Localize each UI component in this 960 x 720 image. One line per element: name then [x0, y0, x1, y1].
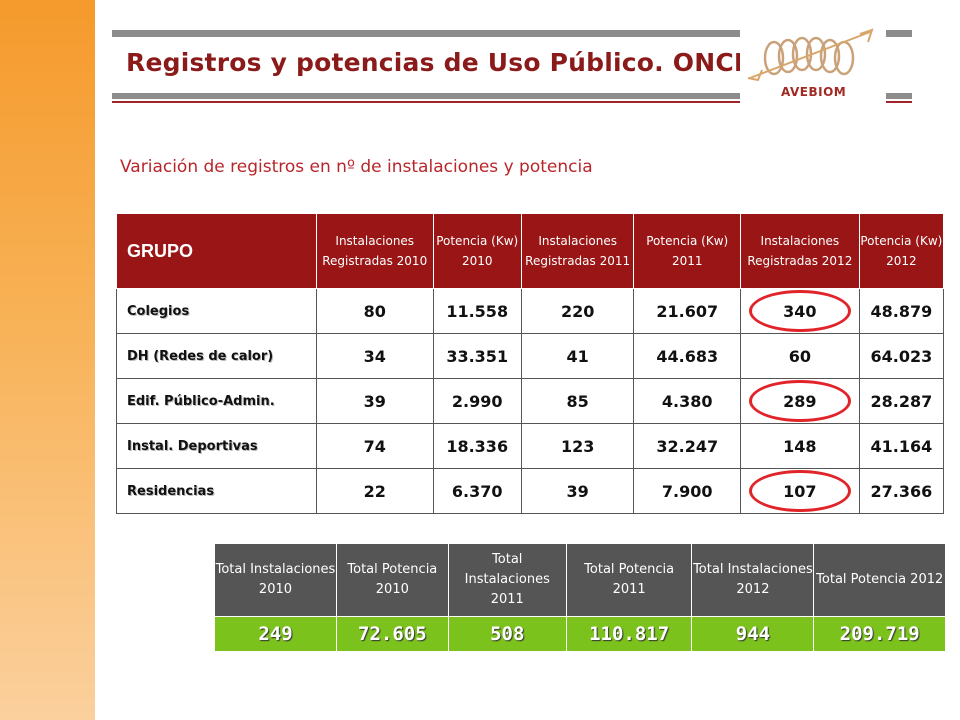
table-cell: 21.607	[633, 288, 741, 334]
table-cell: 22	[315, 468, 434, 514]
row-grupo-label: Edif. Público-Admin.	[116, 378, 317, 424]
row-grupo-label: Residencias	[116, 468, 317, 514]
table-cell: 39	[315, 378, 434, 424]
header-rule-top-right	[886, 30, 912, 37]
header-total-instalaciones-2011: Total Instalaciones 2011	[447, 543, 567, 617]
table-cell: 80	[315, 288, 434, 334]
table-cell: 64.023	[858, 333, 945, 379]
header-grupo: GRUPO	[116, 213, 317, 289]
row-grupo-label: Colegios	[116, 288, 317, 334]
table-cell: 148	[740, 423, 860, 469]
totals-table: Total Instalaciones 2010 Total Potencia …	[214, 543, 946, 652]
header-rule-bottom	[112, 93, 740, 99]
total-value: 110.817	[565, 616, 693, 652]
total-value: 944	[691, 616, 815, 652]
total-value: 249	[214, 616, 337, 652]
table-cell: 60	[740, 333, 860, 379]
table-cell: 220	[520, 288, 635, 334]
table-cell: 18.336	[432, 423, 522, 469]
header-instalaciones-2011: Instalaciones Registradas 2011	[520, 213, 635, 289]
side-decorative-band	[0, 0, 95, 720]
table-cell: 85	[520, 378, 635, 424]
header-instalaciones-2012: Instalaciones Registradas 2012	[740, 213, 860, 289]
total-value: 72.605	[335, 616, 449, 652]
table-cell: 2.990	[432, 378, 522, 424]
table-row: Residencias 22 6.370 39 7.900 107 27.366	[116, 468, 945, 514]
header-total-instalaciones-2012: Total Instalaciones 2012	[691, 543, 815, 617]
slide-subtitle: Variación de registros en nº de instalac…	[120, 157, 593, 177]
table-cell: 41.164	[858, 423, 945, 469]
header-rule-top	[112, 30, 740, 37]
header-total-potencia-2012: Total Potencia 2012	[813, 543, 946, 617]
table-header-row: GRUPO Instalaciones Registradas 2010 Pot…	[116, 213, 945, 289]
slide-title: Registros y potencias de Uso Público. ON…	[126, 48, 754, 77]
header-instalaciones-2010: Instalaciones Registradas 2010	[315, 213, 434, 289]
table-cell: 48.879	[858, 288, 945, 334]
table-cell: 41	[520, 333, 635, 379]
header-accent-line	[112, 101, 912, 103]
table-cell: 4.380	[633, 378, 741, 424]
table-row: Instal. Deportivas 74 18.336 123 32.247 …	[116, 423, 945, 469]
table-row: DH (Redes de calor) 34 33.351 41 44.683 …	[116, 333, 945, 379]
row-grupo-label: Instal. Deportivas	[116, 423, 317, 469]
table-cell: 123	[520, 423, 635, 469]
table-cell: 7.900	[633, 468, 741, 514]
avebiom-logo: AVEBIOM	[740, 20, 886, 110]
table-cell: 74	[315, 423, 434, 469]
total-value: 508	[447, 616, 567, 652]
table-row: Colegios 80 11.558 220 21.607 340 48.879	[116, 288, 945, 334]
table-cell: 28.287	[858, 378, 945, 424]
registros-table: GRUPO Instalaciones Registradas 2010 Pot…	[116, 213, 945, 514]
table-cell: 27.366	[858, 468, 945, 514]
header-potencia-2011: Potencia (Kw) 2011	[633, 213, 741, 289]
table-cell: 6.370	[432, 468, 522, 514]
total-value: 209.719	[813, 616, 946, 652]
header-total-potencia-2010: Total Potencia 2010	[335, 543, 449, 617]
header-potencia-2010: Potencia (Kw) 2010	[432, 213, 522, 289]
table-cell: 32.247	[633, 423, 741, 469]
logo-graphic	[747, 28, 874, 82]
header-potencia-2012: Potencia (Kw) 2012	[858, 213, 945, 289]
header-rule-bottom-right	[886, 93, 912, 99]
table-cell: 39	[520, 468, 635, 514]
table-cell: 44.683	[633, 333, 741, 379]
logo-text: AVEBIOM	[781, 85, 847, 99]
header-total-potencia-2011: Total Potencia 2011	[565, 543, 693, 617]
table-cell: 33.351	[432, 333, 522, 379]
totals-header-row: Total Instalaciones 2010 Total Potencia …	[214, 543, 946, 617]
highlighted-cell: 107	[740, 468, 860, 514]
header-total-instalaciones-2010: Total Instalaciones 2010	[214, 543, 337, 617]
table-row: Edif. Público-Admin. 39 2.990 85 4.380 2…	[116, 378, 945, 424]
totals-row: 249 72.605 508 110.817 944 209.719	[214, 616, 946, 652]
table-cell: 11.558	[432, 288, 522, 334]
highlighted-cell: 340	[740, 288, 860, 334]
table-cell: 34	[315, 333, 434, 379]
highlighted-cell: 289	[740, 378, 860, 424]
row-grupo-label: DH (Redes de calor)	[116, 333, 317, 379]
